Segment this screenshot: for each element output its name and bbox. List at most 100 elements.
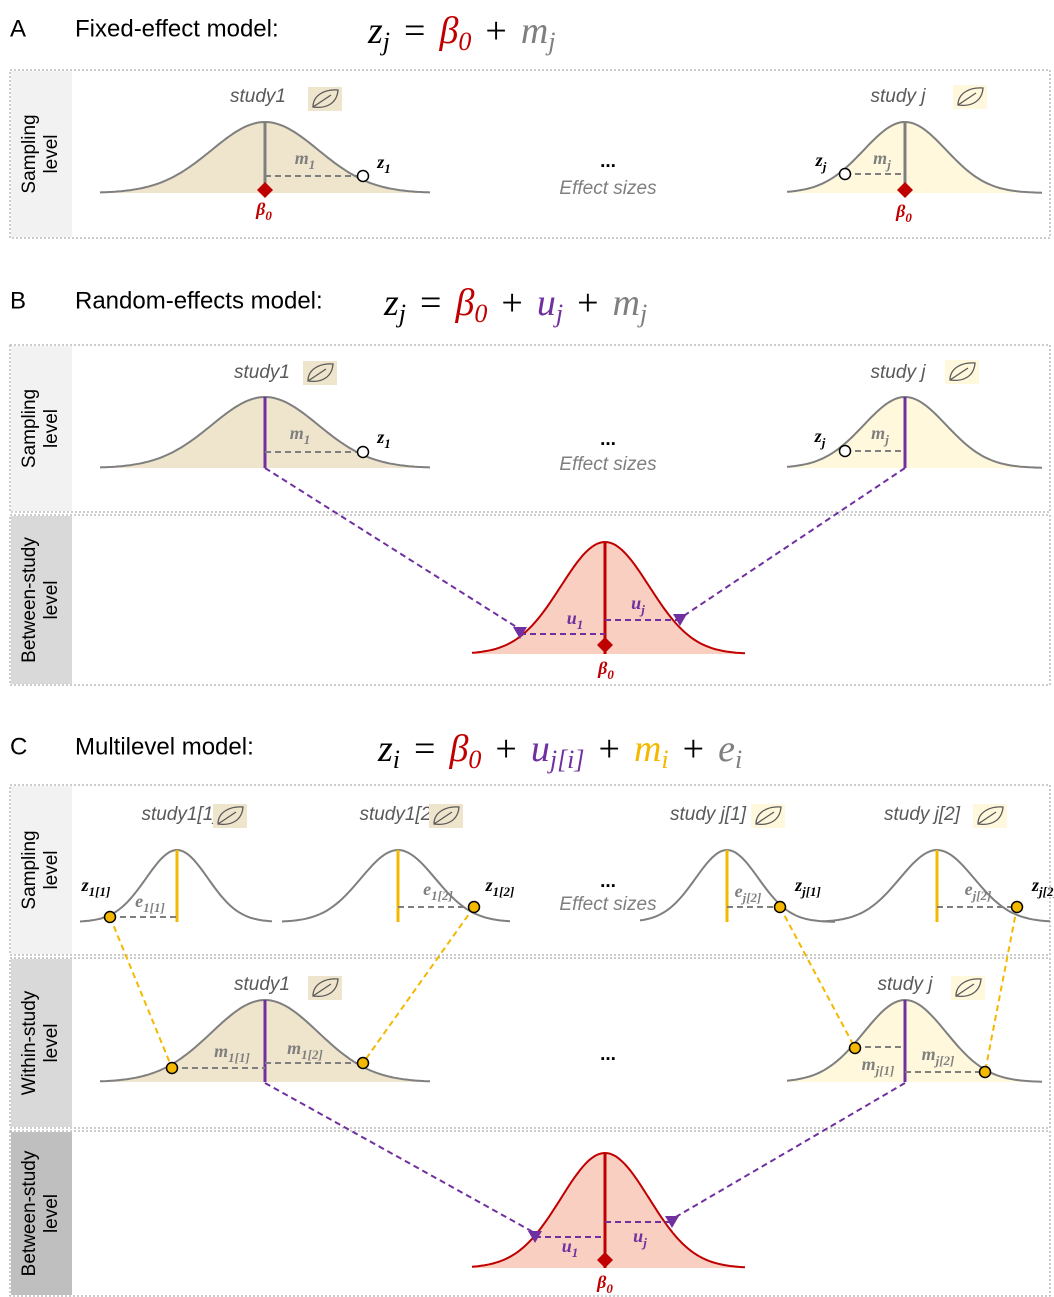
level-box xyxy=(9,69,1051,239)
equation: zi = β0 + uj[i] + mi + ei xyxy=(377,728,742,774)
study-label: study1 xyxy=(234,362,290,383)
label-base: β xyxy=(255,199,266,219)
level-label: level xyxy=(41,409,62,448)
level-label: level xyxy=(41,1194,62,1233)
level-label: level xyxy=(41,134,62,173)
leaf xyxy=(312,89,339,109)
arrowhead xyxy=(513,627,527,639)
panel-letter: A xyxy=(10,15,26,42)
label-base: z xyxy=(376,427,384,447)
eq-sub: j[i] xyxy=(547,745,585,774)
label-sub: 1 xyxy=(577,617,584,632)
level-label: Between-study xyxy=(19,537,40,663)
curve xyxy=(786,395,1043,469)
eq-op: + xyxy=(599,728,620,770)
leaf xyxy=(307,363,334,383)
label-base: z xyxy=(1031,875,1039,895)
label-sub: 1[2] xyxy=(301,1047,323,1062)
label-base: β xyxy=(596,1272,607,1292)
level-side xyxy=(11,1132,72,1295)
label-sub: j xyxy=(639,602,645,617)
label-sub: 0 xyxy=(607,667,614,682)
leaf-icon xyxy=(951,976,985,1000)
diamond xyxy=(897,182,913,198)
label-base: m xyxy=(873,148,887,168)
effect-sizes-label: Effect sizes xyxy=(559,178,657,199)
eq-op: + xyxy=(485,10,506,52)
eq-base: β xyxy=(448,728,468,770)
label-sub: 1[1] xyxy=(228,1050,250,1065)
label-base: z xyxy=(815,150,823,170)
label-base: e xyxy=(735,881,743,901)
label-sub: j[2] xyxy=(1037,884,1054,899)
point xyxy=(848,1041,862,1055)
point xyxy=(165,1061,179,1075)
math-label: zj xyxy=(814,426,826,450)
math-label: zj[1] xyxy=(794,875,821,899)
math-label: mj[1] xyxy=(862,1054,895,1078)
ellipsis: ... xyxy=(600,871,616,892)
level-box xyxy=(9,957,1051,1129)
eq-sub: i xyxy=(393,745,400,774)
label-base: z xyxy=(485,875,493,895)
level-label: level xyxy=(41,1023,62,1062)
math-label: zj xyxy=(815,150,827,174)
leaf-icon xyxy=(308,87,342,111)
leaf xyxy=(755,806,782,826)
label-base: m xyxy=(862,1054,876,1074)
study-label: study1 xyxy=(234,974,290,995)
study-label: study j xyxy=(871,86,927,107)
leaf xyxy=(955,978,982,998)
leaf xyxy=(217,806,244,826)
math-label: ej[2] xyxy=(965,879,992,903)
label-base: e xyxy=(135,891,143,911)
math-label: zj[2] xyxy=(1031,875,1054,899)
label-base: m xyxy=(287,1038,301,1058)
dashed-line xyxy=(681,467,906,618)
eq-sub: 0 xyxy=(458,27,471,56)
math-label: β0 xyxy=(597,658,614,682)
label-base: m xyxy=(922,1044,936,1064)
label-base: u xyxy=(562,1236,572,1256)
leaf xyxy=(312,978,339,998)
label-sub: 1[2] xyxy=(431,888,453,903)
level-label: Sampling xyxy=(19,830,40,909)
label-sub: j xyxy=(885,157,891,172)
eq-op: + xyxy=(495,728,516,770)
math-label: ej[2] xyxy=(735,881,762,905)
level-label: level xyxy=(41,580,62,619)
label-sub: j[1] xyxy=(874,1063,895,1078)
label-sub: 0 xyxy=(265,208,272,223)
dashed-line xyxy=(984,906,1018,1073)
label-sub: 1 xyxy=(309,157,316,172)
dashed-line xyxy=(362,906,475,1064)
label-base: β xyxy=(597,658,608,678)
panel-title: Fixed-effect model: xyxy=(75,15,279,42)
label-base: m xyxy=(295,148,309,168)
eq-sub: 0 xyxy=(468,745,481,774)
arrowhead xyxy=(528,1231,542,1243)
dashed-line xyxy=(779,906,856,1049)
label-sub: j xyxy=(641,1235,647,1250)
label-base: z xyxy=(794,875,802,895)
label-sub: 1 xyxy=(384,436,391,451)
math-label: z1[1] xyxy=(81,875,111,899)
label-sub: 0 xyxy=(606,1281,613,1296)
diamond xyxy=(257,182,273,198)
eq-base: m xyxy=(634,728,661,770)
equation: zj = β0 + mj xyxy=(367,10,556,56)
point xyxy=(838,167,852,181)
eq-op: = xyxy=(414,728,435,770)
label-sub: 1 xyxy=(572,1245,579,1260)
eq-base: β xyxy=(454,282,474,324)
ellipsis: ... xyxy=(600,429,616,450)
leaf-icon xyxy=(973,804,1007,828)
math-label: mj[2] xyxy=(922,1044,955,1068)
eq-base: e xyxy=(718,728,735,770)
point xyxy=(356,1056,370,1070)
math-label: u1 xyxy=(562,1236,579,1260)
panel-letter: B xyxy=(10,287,26,314)
point xyxy=(838,444,852,458)
eq-base: m xyxy=(613,282,640,324)
